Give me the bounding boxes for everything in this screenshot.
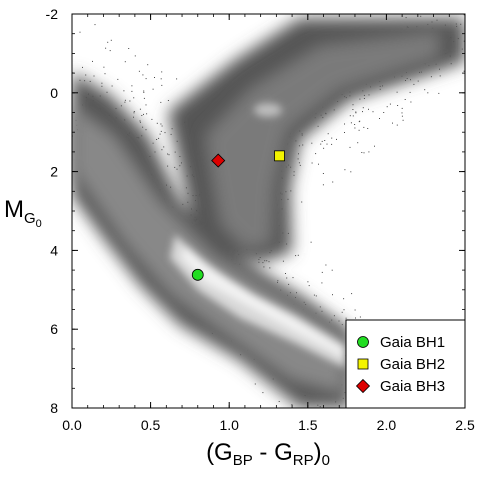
main-sequence-core [182,245,345,358]
x-tick-label: 1.5 [298,417,318,433]
legend-label: Gaia BH2 [380,356,445,373]
x-tick-label: 1.0 [219,417,239,433]
legend-marker-gaia-bh3 [355,378,371,394]
y-tick-label: 8 [50,400,58,416]
legend-marker-gaia-bh2 [357,358,369,370]
marker-gaia-bh1 [191,268,204,281]
marker-gaia-bh2 [274,150,285,162]
legend-marker-gaia-bh1 [357,336,369,348]
y-tick-label: 0 [50,85,58,101]
y-tick-label: -2 [46,6,59,22]
marker-gaia-bh3 [211,153,226,168]
legend-label: Gaia BH3 [380,378,445,395]
x-axis-label: (GBP - GRP)0 [206,439,330,469]
red-clump [254,103,282,117]
x-tick-label: 2.5 [455,417,475,433]
x-tick-label: 0.5 [141,417,161,433]
star-density-map [72,14,465,408]
legend-label: Gaia BH1 [380,334,445,351]
y-axis-label: MG0 [4,196,42,230]
x-tick-label: 2.0 [377,417,397,433]
x-tick-label: 0.0 [62,417,82,433]
legend: Gaia BH1 Gaia BH2 Gaia BH3 [345,319,466,409]
y-tick-label: 6 [50,321,58,337]
y-tick-label: 2 [50,164,58,180]
y-tick-label: 4 [50,242,58,258]
giant-branch-body [205,30,440,250]
black-hole-markers [191,150,285,281]
x-axis-ticks: 0.0 0.5 1.0 1.5 2.0 2.5 [62,14,475,433]
